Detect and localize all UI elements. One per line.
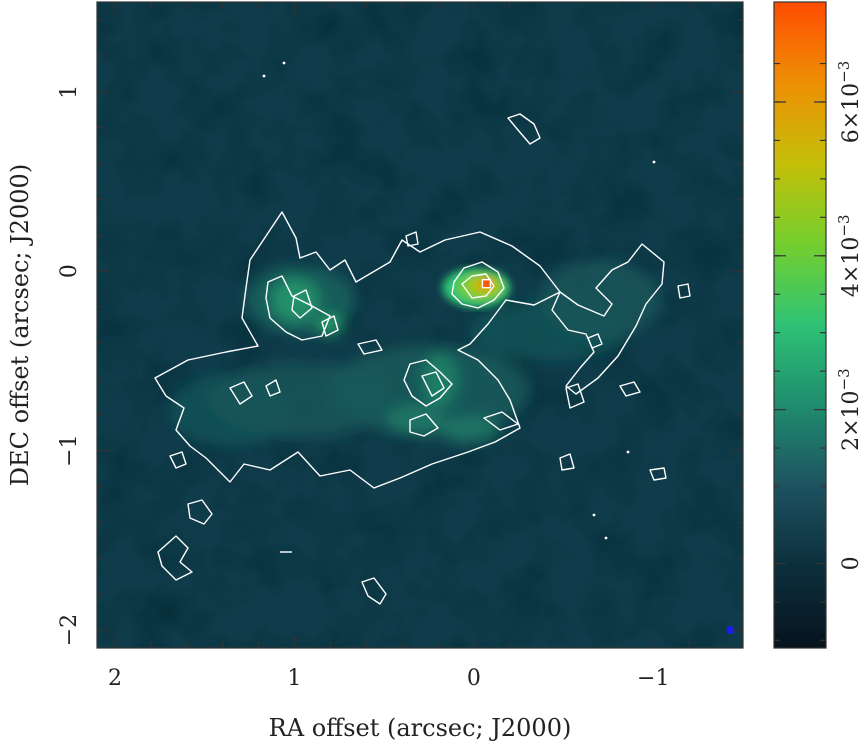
contour-line — [619, 381, 641, 397]
contour-line — [357, 339, 383, 355]
y-tick-label: −2 — [57, 614, 82, 646]
colorbar-tick-label: 2×10−3 — [835, 368, 863, 451]
contour-line — [409, 413, 439, 437]
beam-ellipse — [726, 626, 735, 635]
contour-line — [677, 283, 691, 299]
intensity-map — [97, 2, 743, 648]
x-tick-label: 0 — [467, 666, 481, 691]
colorbar-tick-exponent: −3 — [835, 61, 853, 83]
contour-line — [291, 289, 313, 319]
contour-line — [507, 113, 541, 145]
contour-line — [265, 275, 331, 341]
contour-line — [649, 467, 667, 481]
contour-line — [461, 273, 495, 299]
x-tick-label: −1 — [637, 666, 669, 691]
contour-line — [157, 535, 193, 581]
contour-speck — [604, 536, 608, 540]
colorbar-tick-mantissa: 0 — [839, 556, 863, 570]
y-tick-label: 1 — [57, 85, 82, 99]
contour-line — [559, 453, 575, 471]
colorbar-tick-label: 6×10−3 — [835, 61, 863, 144]
contour-line — [483, 411, 519, 431]
contour-line — [587, 333, 603, 349]
x-tick-label: 2 — [108, 666, 122, 691]
colorbar-tick-mantissa: 6×10 — [839, 83, 863, 143]
contour-speck — [592, 513, 596, 517]
emission-region — [470, 300, 630, 360]
contour-speck — [626, 450, 630, 454]
contour-line — [229, 381, 253, 405]
contour-speck — [262, 74, 266, 78]
contour-line — [451, 261, 505, 309]
colorbar-tick-label: 0 — [839, 556, 863, 570]
peak-pixel — [481, 279, 492, 289]
emission-region — [271, 278, 319, 322]
contour-line — [154, 211, 561, 489]
contour-speck — [652, 160, 656, 164]
y-axis-title: DEC offset (arcsec; J2000) — [6, 164, 34, 486]
y-tick-label: −1 — [57, 434, 82, 466]
contour-line — [421, 371, 445, 397]
x-axis-title: RA offset (arcsec; J2000) — [269, 714, 572, 742]
contour-line — [187, 499, 213, 525]
contour-line — [405, 231, 419, 247]
emission-region — [440, 416, 500, 444]
contour-line — [169, 451, 187, 469]
colorbar-tick-mantissa: 4×10 — [839, 237, 863, 297]
emission-region — [170, 374, 290, 446]
contour-line — [265, 379, 281, 397]
emission-region — [387, 404, 443, 436]
plot-frame — [96, 1, 744, 649]
colorbar-tick-exponent: −3 — [835, 215, 853, 237]
colorbar-tick-exponent: −3 — [835, 368, 853, 390]
contour-line — [321, 315, 339, 337]
contour-line — [361, 577, 387, 605]
colorbar — [773, 1, 827, 649]
x-tick-label: 1 — [287, 666, 301, 691]
colorbar-tick-mantissa: 2×10 — [839, 390, 863, 450]
y-tick-label: 0 — [57, 264, 82, 278]
colorbar-tick-label: 4×10−3 — [835, 215, 863, 298]
contour-speck — [282, 61, 286, 65]
contour-line — [565, 383, 585, 409]
contour-line — [403, 359, 453, 407]
